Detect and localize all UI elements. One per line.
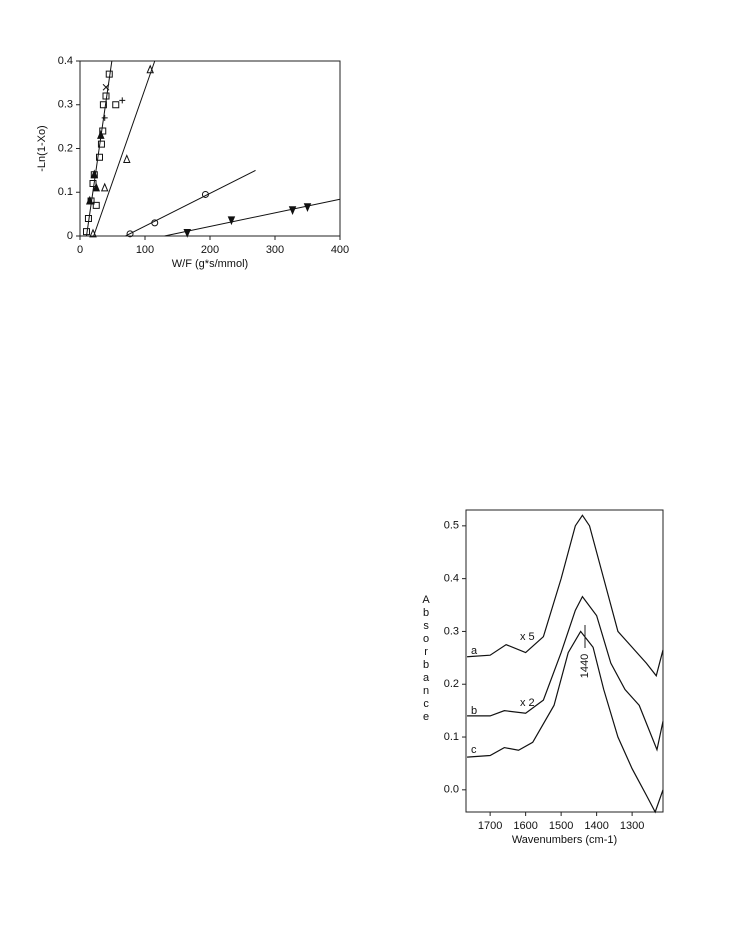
marker xyxy=(146,64,154,74)
marker xyxy=(112,101,120,109)
marker xyxy=(83,228,90,236)
annotation: x 2 xyxy=(520,697,535,709)
x-axis-label: W/F (g*s/mmol) xyxy=(172,258,248,270)
marker xyxy=(97,140,105,148)
marker xyxy=(123,154,131,163)
marker xyxy=(119,97,126,104)
marker xyxy=(99,101,107,109)
marker xyxy=(97,130,105,139)
spectrum-line xyxy=(467,630,664,814)
marker xyxy=(201,190,209,198)
marker xyxy=(227,216,236,226)
annotation: c xyxy=(471,744,477,756)
plot-frame xyxy=(79,60,341,237)
x-tick-label: 100 xyxy=(136,244,154,256)
y-tick-label: 0.4 xyxy=(58,55,73,67)
y-tick-label: 0.3 xyxy=(58,99,73,111)
y-tick-label: 0.5 xyxy=(444,520,459,532)
marker xyxy=(92,201,100,209)
y-tick-label: 0.1 xyxy=(444,731,459,743)
fit-line xyxy=(125,169,256,237)
marker xyxy=(92,182,101,192)
x-tick-label: 1300 xyxy=(620,820,644,832)
marker xyxy=(102,92,110,100)
x-tick-label: 1500 xyxy=(549,820,573,832)
spectrum-line xyxy=(467,595,664,752)
x-tick-label: 1700 xyxy=(478,820,502,832)
y-axis-label: Absorbance xyxy=(420,594,432,724)
marker xyxy=(288,206,297,216)
x-tick-label: 400 xyxy=(331,244,349,256)
marker xyxy=(96,153,103,161)
marker xyxy=(102,83,110,91)
marker xyxy=(303,203,312,212)
fit-line xyxy=(164,198,341,237)
annotation: a xyxy=(471,645,478,657)
marker xyxy=(126,230,134,238)
marker xyxy=(89,228,97,238)
x-tick-label: 1600 xyxy=(513,820,537,832)
marker xyxy=(101,114,108,121)
x-tick-label: 300 xyxy=(266,244,284,256)
spectrum-line xyxy=(467,514,664,678)
y-tick-label: 0.3 xyxy=(444,625,459,637)
marker xyxy=(99,127,107,135)
plot-frame xyxy=(465,509,664,813)
marker xyxy=(183,229,192,238)
annotation: x 5 xyxy=(520,631,535,643)
y-tick-label: 0.1 xyxy=(58,186,73,198)
marker xyxy=(100,182,109,192)
marker xyxy=(84,215,92,222)
marker xyxy=(85,195,94,205)
marker xyxy=(105,70,113,78)
fit-line xyxy=(86,60,113,237)
y-tick-label: 0.4 xyxy=(444,573,459,585)
fit-line xyxy=(93,60,156,237)
y-tick-label: 0 xyxy=(67,230,73,242)
annotation: 1440 xyxy=(579,654,591,678)
marker xyxy=(90,169,99,179)
y-tick-label: 0.0 xyxy=(444,784,459,796)
x-tick-label: 0 xyxy=(77,244,83,256)
x-tick-label: 200 xyxy=(201,244,219,256)
y-axis-label: -Ln(1-Xo) xyxy=(36,125,48,171)
marker xyxy=(151,219,159,227)
y-tick-label: 0.2 xyxy=(444,678,459,690)
x-axis-label: Wavenumbers (cm-1) xyxy=(512,834,617,846)
annotation: b xyxy=(471,705,477,717)
x-tick-label: 1400 xyxy=(584,820,608,832)
y-tick-label: 0.2 xyxy=(58,142,73,154)
